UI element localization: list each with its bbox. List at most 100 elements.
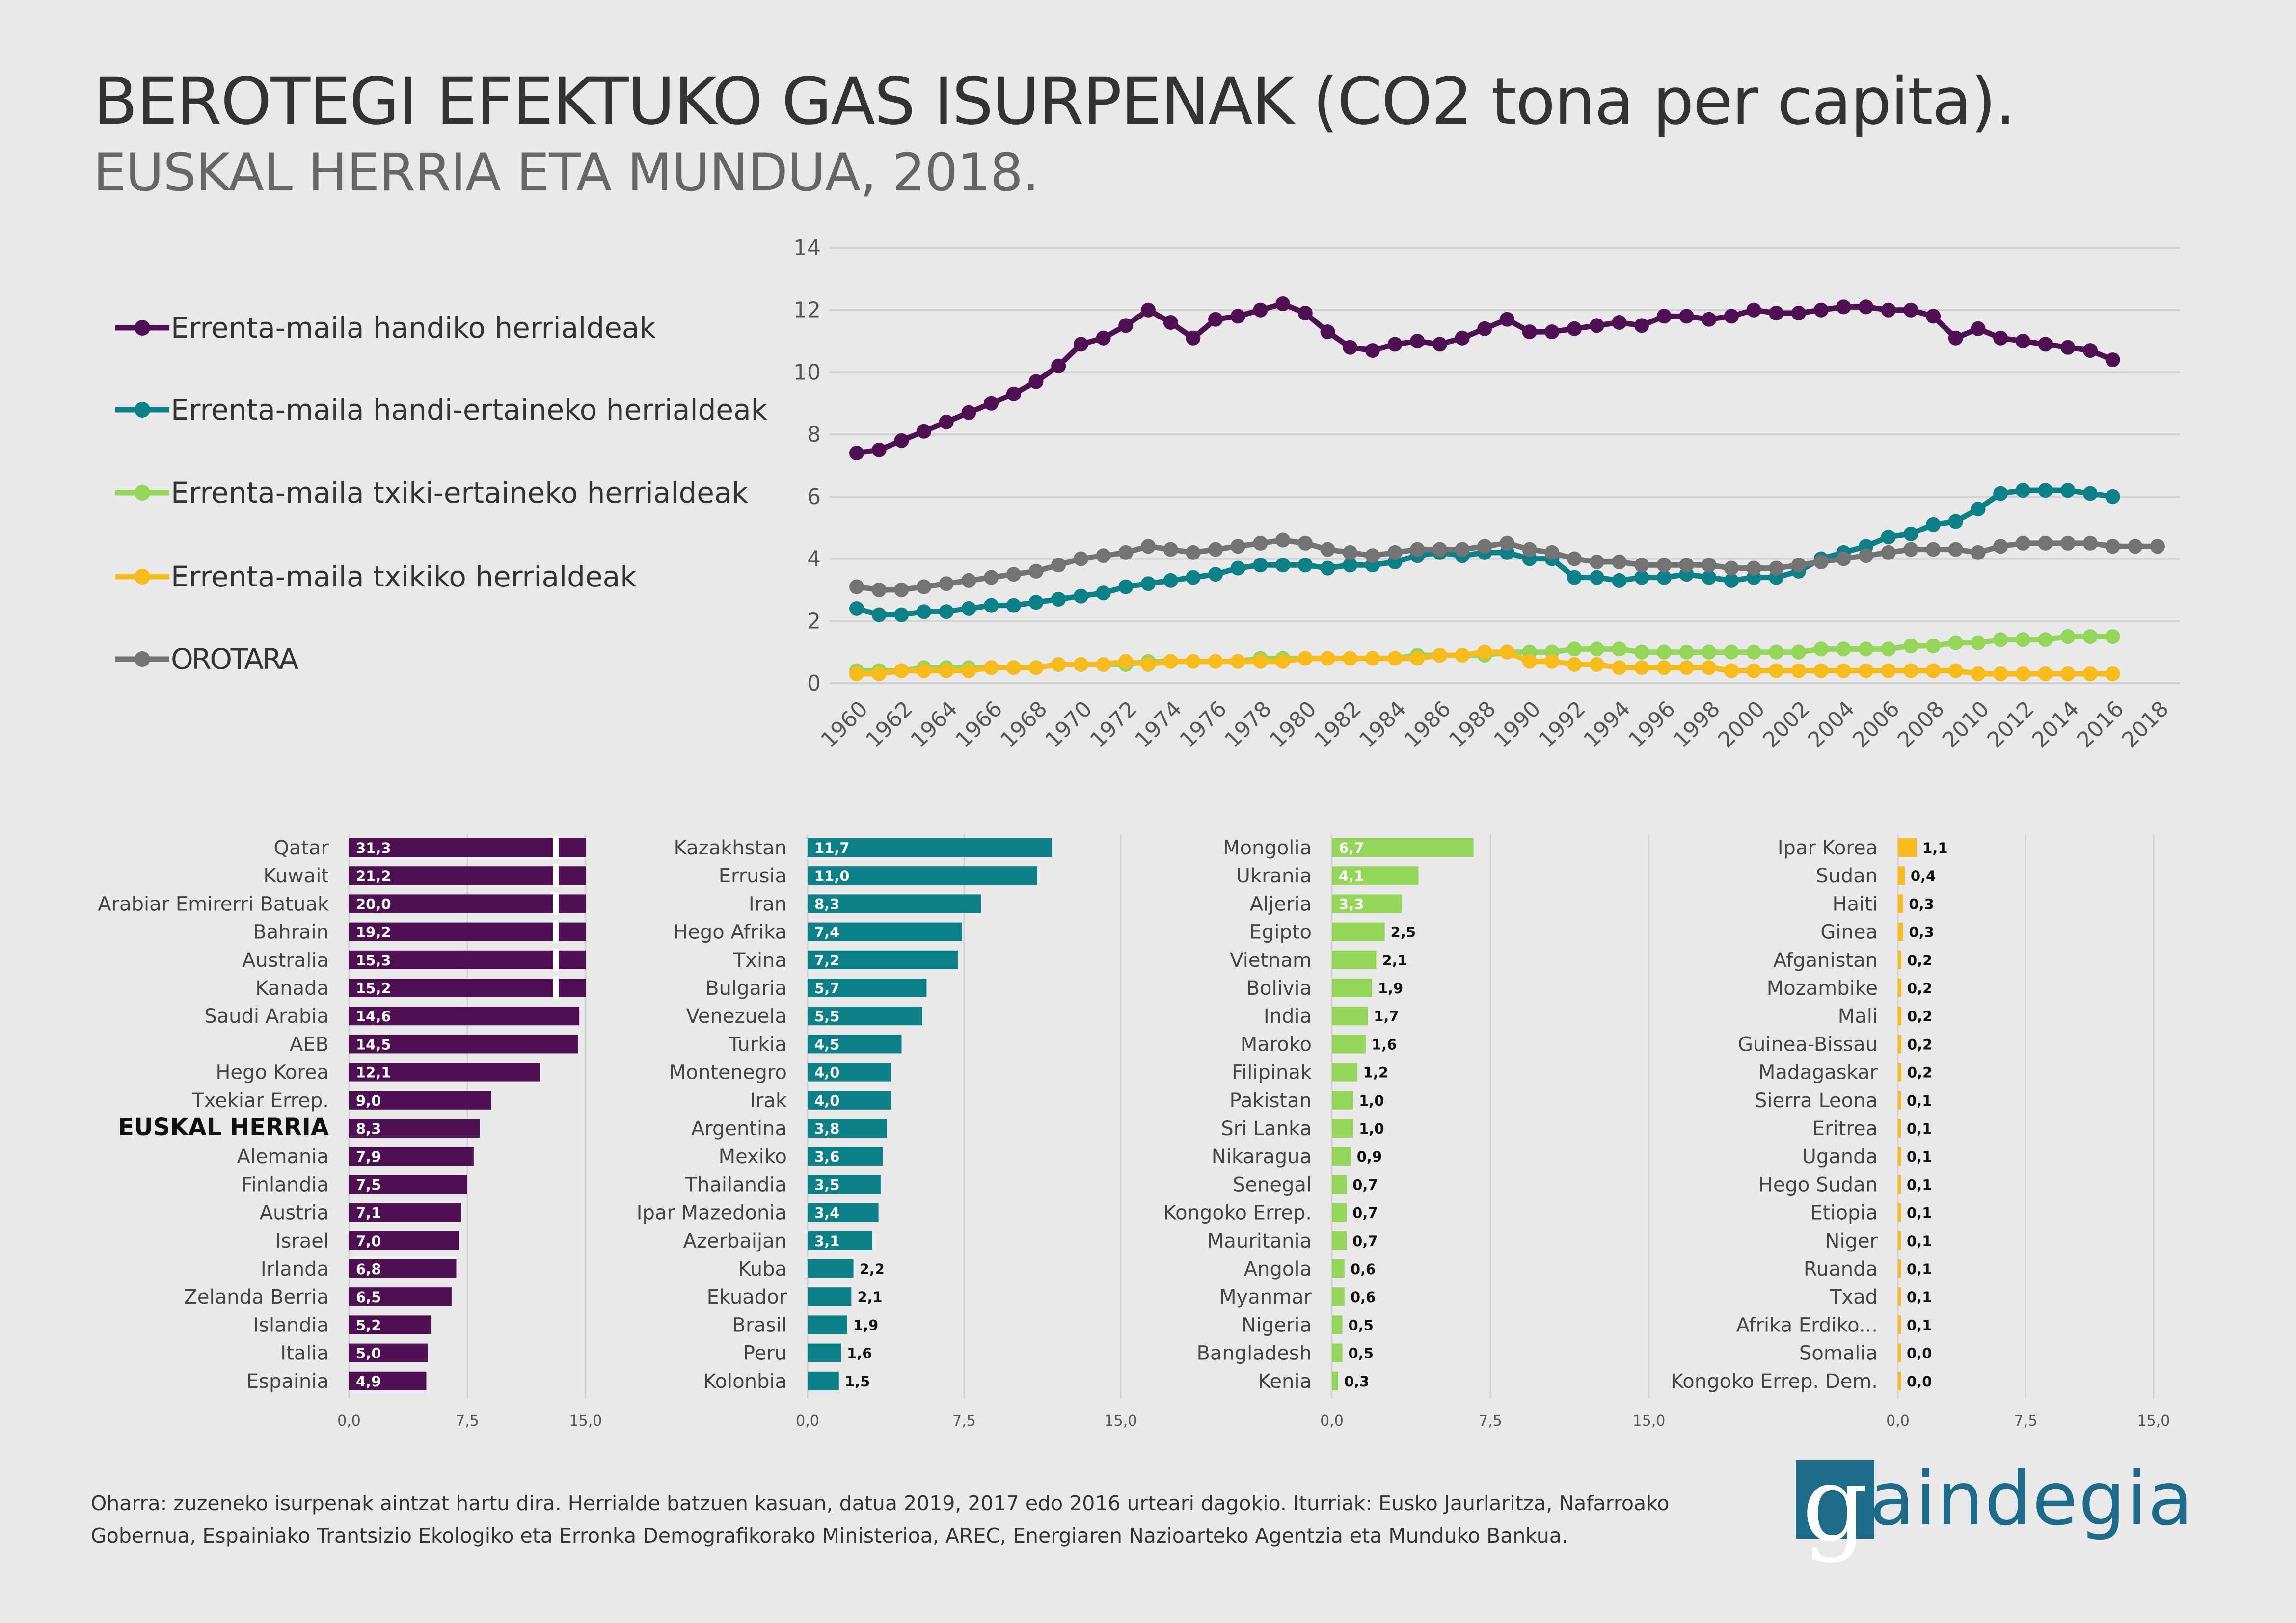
category-label: Txad — [1829, 1286, 1878, 1308]
data-label: 0,5 — [1349, 1345, 1374, 1362]
data-point — [1432, 647, 1447, 663]
legend-swatch-dot — [135, 569, 150, 585]
category-label: Mexiko — [719, 1145, 787, 1168]
legend-swatch-dot — [135, 485, 150, 501]
category-label: Hego Sudan — [1758, 1173, 1878, 1196]
data-point — [2015, 483, 2030, 498]
x-tick-label: 0,0 — [1886, 1412, 1910, 1430]
category-label: Haiti — [1833, 893, 1878, 915]
data-label: 3,8 — [814, 1120, 839, 1137]
axis-break-marker — [553, 836, 559, 859]
data-point — [1589, 318, 1604, 333]
data-point — [1903, 542, 1918, 557]
data-point — [894, 433, 909, 448]
category-label: Mauritania — [1207, 1230, 1312, 1252]
data-point — [1813, 302, 1829, 318]
data-label: 4,0 — [814, 1064, 839, 1081]
bar — [1332, 838, 1474, 857]
data-point — [2105, 539, 2120, 554]
data-point — [1702, 644, 1717, 660]
category-label: Ukrania — [1236, 865, 1312, 887]
data-point — [1612, 315, 1627, 330]
data-point — [1522, 654, 1537, 669]
data-point — [1477, 644, 1492, 660]
data-point — [1903, 526, 1918, 541]
data-label: 0,2 — [1907, 952, 1932, 969]
data-point — [894, 663, 909, 678]
data-point — [1971, 502, 1986, 517]
data-point — [2038, 483, 2053, 498]
category-label: Senegal — [1233, 1173, 1312, 1196]
data-point — [1230, 560, 1245, 576]
data-label: 12,1 — [356, 1064, 391, 1081]
data-point — [1096, 585, 1111, 601]
bar — [808, 866, 1037, 885]
data-label: 7,4 — [814, 924, 839, 941]
data-point — [1140, 302, 1156, 318]
data-point — [1006, 660, 1021, 675]
data-point — [1634, 570, 1649, 585]
bar — [808, 1231, 872, 1250]
data-point — [1567, 321, 1582, 336]
data-point — [1926, 517, 1941, 532]
data-point — [917, 424, 932, 439]
data-point — [1702, 570, 1717, 585]
data-point — [1836, 299, 1851, 315]
data-point — [1477, 321, 1492, 336]
data-point — [1679, 644, 1694, 660]
data-point — [1724, 663, 1739, 678]
data-label: 1,9 — [853, 1317, 878, 1333]
category-label: Irak — [750, 1090, 787, 1112]
bar — [808, 1147, 883, 1166]
data-point — [1073, 337, 1088, 352]
data-label: 14,5 — [356, 1036, 391, 1053]
category-label: Brasil — [732, 1314, 787, 1336]
data-point — [1028, 660, 1044, 675]
data-label: 0,1 — [1907, 1176, 1932, 1193]
data-point — [1006, 598, 1021, 613]
data-label: 11,7 — [814, 840, 850, 856]
category-label: Ipar Korea — [1778, 837, 1878, 859]
line-chart: 0246810121419601962196419661968197019721… — [115, 236, 2180, 753]
data-point — [2060, 340, 2076, 355]
data-label: 7,1 — [356, 1205, 381, 1222]
data-point — [1903, 302, 1918, 318]
data-label: 5,5 — [814, 1008, 839, 1025]
y-tick-label: 8 — [807, 422, 821, 447]
y-tick-label: 6 — [807, 484, 821, 509]
bar — [349, 1063, 540, 1082]
category-label: Kuwait — [263, 865, 329, 887]
bar — [808, 1091, 891, 1110]
category-label: Bahrain — [253, 921, 329, 944]
data-label: 0,3 — [1909, 924, 1934, 941]
bar — [808, 1259, 854, 1278]
data-point — [849, 601, 864, 616]
data-point — [1634, 660, 1649, 675]
data-point — [1208, 567, 1223, 582]
bar — [349, 1287, 452, 1306]
category-label: Ipar Mazedonia — [637, 1202, 787, 1224]
data-point — [1634, 644, 1649, 660]
data-point — [1500, 535, 1514, 551]
data-point — [1163, 654, 1178, 669]
data-label: 0,4 — [1911, 868, 1936, 884]
category-label: Txekiar Errep. — [191, 1090, 329, 1112]
data-point — [1656, 558, 1672, 573]
data-point — [2060, 629, 2076, 644]
data-point — [871, 666, 887, 681]
data-point — [984, 598, 999, 613]
data-point — [2105, 666, 2120, 681]
data-label: 8,3 — [356, 1120, 381, 1137]
x-tick-label: 15,0 — [569, 1412, 602, 1430]
data-label: 4,5 — [814, 1036, 839, 1053]
bar — [1332, 1343, 1343, 1362]
data-label: 2,1 — [857, 1289, 882, 1305]
legend-swatch-dot — [135, 320, 150, 336]
data-point — [1006, 567, 1021, 582]
bar — [808, 894, 981, 913]
data-point — [2082, 666, 2098, 681]
data-point — [1612, 641, 1627, 657]
data-point — [1859, 548, 1874, 563]
data-point — [1926, 542, 1941, 557]
category-label: Pakistan — [1230, 1090, 1312, 1112]
